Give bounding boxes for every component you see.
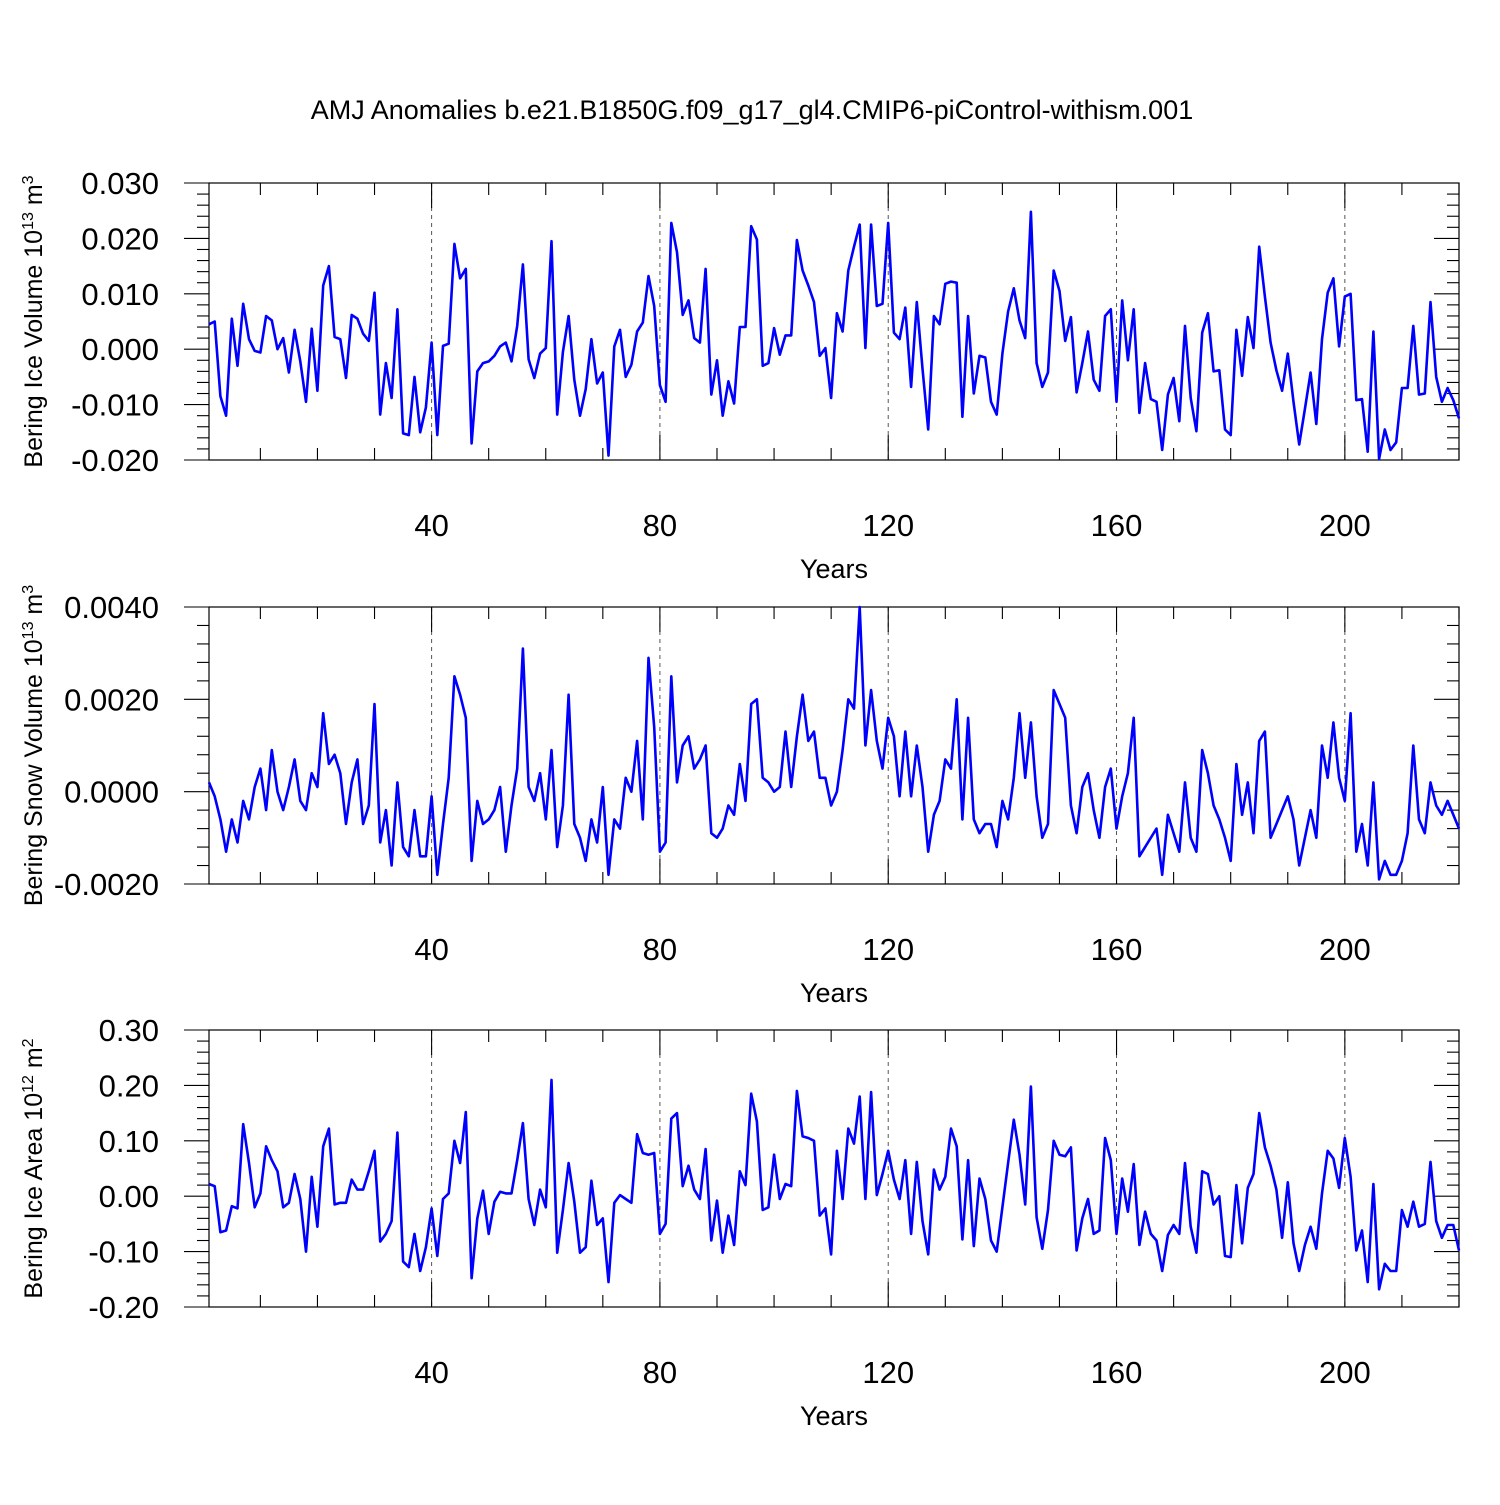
y-axis-title-part: Bering Ice Volume 10 — [20, 230, 48, 468]
y-tick-label: 0.30 — [99, 1013, 159, 1048]
x-tick-label: 160 — [1091, 508, 1143, 543]
x-axis-title: Years — [800, 554, 868, 584]
y-tick-label: 0.020 — [81, 221, 159, 256]
axis-frame — [208, 1029, 1460, 1308]
y-axis-title-superscript: 13 — [20, 621, 37, 639]
series-line — [208, 210, 1461, 461]
y-tick-label: -0.010 — [71, 388, 159, 423]
x-tick-label: 200 — [1319, 932, 1371, 967]
y-axis-title: Bering Snow Volume 1013 m3 — [20, 585, 48, 906]
y-tick-label: 0.20 — [99, 1068, 159, 1103]
x-tick-label: 120 — [862, 932, 914, 967]
x-tick-label: 120 — [862, 1355, 914, 1390]
series-line — [207, 605, 1461, 881]
y-axis-title-superscript: 13 — [20, 212, 37, 230]
y-tick-label: 0.00 — [99, 1179, 159, 1214]
x-tick-label: 40 — [414, 1355, 448, 1390]
x-tick-label: 40 — [414, 932, 448, 967]
y-axis-title: Bering Ice Area 1012 m2 — [20, 1038, 48, 1298]
y-axis-title-part: Bering Snow Volume 10 — [20, 639, 48, 906]
y-tick-label: -0.20 — [88, 1290, 159, 1325]
y-tick-label: -0.10 — [88, 1235, 159, 1270]
x-tick-label: 200 — [1319, 1355, 1371, 1390]
y-tick-label: 0.000 — [81, 332, 159, 367]
chart-panel-3: -0.20 -0.10 0.00 0.10 0.20 0.30 40 80 120 160 200 Y… — [20, 1013, 1461, 1431]
x-tick-label: 80 — [643, 508, 677, 543]
axis-frame — [208, 182, 1460, 461]
y-tick-label: 0.030 — [81, 166, 159, 201]
y-axis-title: Bering Ice Volume 1013 m3 — [20, 175, 48, 467]
x-tick-label: 160 — [1091, 1355, 1143, 1390]
series-line — [208, 1078, 1461, 1291]
y-tick-label: -0.0020 — [54, 867, 159, 902]
x-axis-title: Years — [800, 978, 868, 1008]
x-tick-label: 40 — [414, 508, 448, 543]
chart-panel-1: -0.020 -0.010 0.000 0.010 0.020 0.030 40 80 120 1… — [20, 166, 1461, 584]
y-tick-label: 0.0020 — [64, 682, 159, 717]
chart-panel-2: -0.0020 0.0000 0.0020 0.0040 40 80 120 160 200 Ye… — [20, 585, 1461, 1008]
x-tick-label: 120 — [862, 508, 914, 543]
axis-frame — [208, 606, 1460, 885]
y-axis-title-superscript: 3 — [20, 175, 37, 184]
y-tick-label: 0.010 — [81, 277, 159, 312]
y-axis-title-part: m — [20, 1047, 48, 1075]
x-tick-label: 80 — [643, 932, 677, 967]
y-tick-label: 0.0040 — [64, 590, 159, 625]
x-tick-label: 200 — [1319, 508, 1371, 543]
x-tick-label: 160 — [1091, 932, 1143, 967]
y-axis-title-superscript: 3 — [20, 585, 37, 594]
y-axis-title-superscript: 2 — [20, 1038, 37, 1047]
y-axis-title-superscript: 12 — [20, 1075, 37, 1093]
x-axis-title: Years — [800, 1401, 868, 1431]
y-tick-label: 0.10 — [99, 1124, 159, 1159]
x-tick-label: 80 — [643, 1355, 677, 1390]
y-tick-label: 0.0000 — [64, 775, 159, 810]
y-tick-label: -0.020 — [71, 443, 159, 478]
y-axis-title-part: m — [20, 184, 48, 212]
y-axis-title-part: m — [20, 594, 48, 622]
chart-title: AMJ Anomalies b.e21.B1850G.f09_g17_gl4.C… — [311, 95, 1193, 125]
y-axis-title-part: Bering Ice Area 10 — [20, 1093, 48, 1299]
